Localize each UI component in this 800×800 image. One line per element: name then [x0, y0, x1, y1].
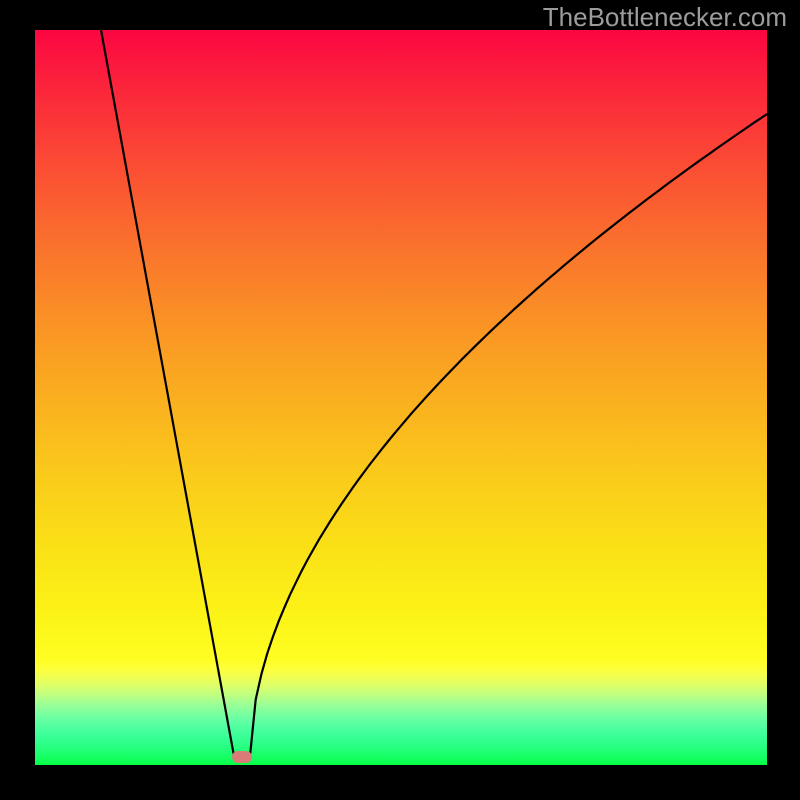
chart-container: TheBottlenecker.com [0, 0, 800, 800]
minimum-point-marker [232, 751, 252, 763]
chart-curve-layer [0, 0, 800, 800]
curve-ascending [250, 114, 767, 756]
curve-descending [101, 30, 234, 756]
watermark-text: TheBottlenecker.com [543, 2, 787, 33]
watermark-label: TheBottlenecker.com [543, 2, 787, 32]
